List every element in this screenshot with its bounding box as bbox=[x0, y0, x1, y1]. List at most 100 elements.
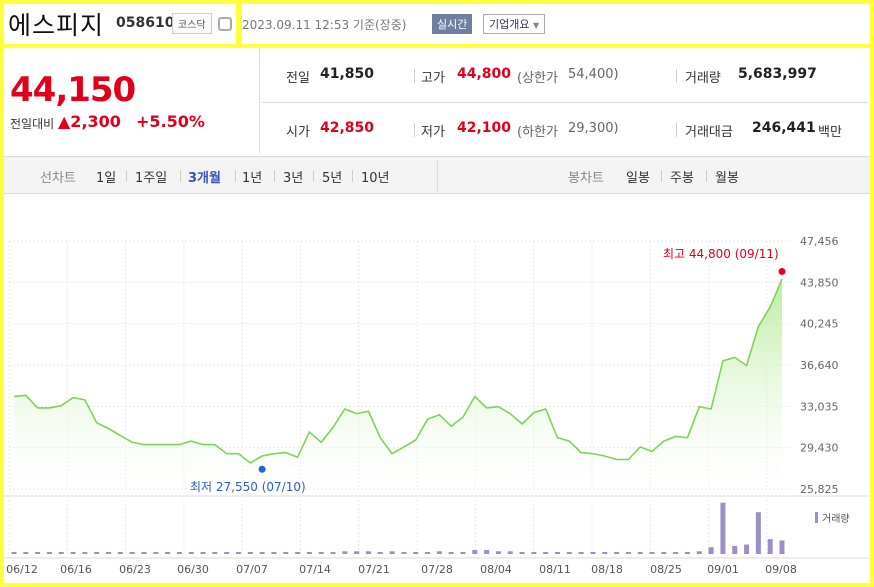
y-tick-label: 40,245 bbox=[800, 318, 839, 331]
x-tick-label: 07/07 bbox=[236, 563, 268, 576]
volume-bar bbox=[212, 552, 218, 554]
high-label: 고가 bbox=[421, 71, 445, 86]
volume-bar bbox=[436, 551, 442, 554]
low-marker bbox=[258, 465, 266, 473]
high-value: 44,800 bbox=[457, 66, 512, 82]
y-tick-label: 43,850 bbox=[800, 276, 839, 289]
divider bbox=[414, 123, 415, 137]
name-highlight-box bbox=[0, 0, 242, 48]
tab-daily[interactable]: 일봉 bbox=[626, 171, 650, 186]
volume-bar bbox=[744, 544, 750, 554]
amount-value: 246,441 bbox=[752, 120, 816, 136]
volume-bar bbox=[365, 551, 371, 554]
tab-5y[interactable]: 5년 bbox=[322, 171, 343, 186]
y-tick-label: 29,430 bbox=[800, 442, 839, 455]
lower-limit-label: (하한가 bbox=[517, 125, 558, 140]
tab-3m[interactable]: 3개월 bbox=[188, 171, 221, 186]
volume-bar bbox=[318, 552, 324, 554]
divider bbox=[313, 170, 314, 182]
stock-name: 에스피지 bbox=[8, 11, 105, 40]
volume-bar bbox=[578, 552, 584, 554]
divider bbox=[706, 170, 707, 182]
tab-weekly[interactable]: 주봉 bbox=[670, 171, 694, 186]
volume-bar bbox=[247, 552, 253, 554]
volume-legend: 거래량 bbox=[822, 513, 850, 525]
divider bbox=[414, 69, 415, 83]
price-line bbox=[13, 278, 783, 464]
stock-code: 058610 bbox=[116, 15, 175, 31]
x-tick-label: 06/16 bbox=[60, 563, 92, 576]
candle-chart-label: 봉차트 bbox=[568, 171, 604, 186]
volume-bar bbox=[129, 552, 135, 554]
high-marker bbox=[778, 267, 786, 275]
volume-bar bbox=[708, 547, 714, 554]
volume-bar bbox=[330, 552, 336, 554]
volume-bar bbox=[94, 552, 100, 554]
market-badge: 코스닥 bbox=[172, 13, 212, 34]
price-panel bbox=[8, 48, 260, 154]
volume-bar bbox=[235, 552, 241, 554]
volume-bar bbox=[602, 552, 608, 554]
divider bbox=[676, 69, 677, 83]
volume-bar bbox=[543, 552, 549, 554]
chevron-down-icon: ▼ bbox=[532, 21, 540, 30]
divider bbox=[676, 123, 677, 137]
company-info-label: 기업개요 bbox=[489, 18, 530, 31]
price-area bbox=[14, 278, 782, 489]
tab-3y[interactable]: 3년 bbox=[283, 171, 304, 186]
amount-label: 거래대금 bbox=[685, 125, 733, 140]
volume-label: 거래량 bbox=[685, 71, 721, 86]
lower-limit-value: 29,300) bbox=[568, 121, 619, 136]
x-tick-label: 06/23 bbox=[119, 563, 151, 576]
x-tick-label: 08/18 bbox=[591, 563, 623, 576]
volume-bar bbox=[649, 552, 655, 554]
x-tick-label: 08/04 bbox=[480, 563, 512, 576]
tab-1y[interactable]: 1년 bbox=[242, 171, 263, 186]
x-tick-label: 06/30 bbox=[177, 563, 209, 576]
volume-bar bbox=[35, 552, 41, 554]
volume-bar bbox=[58, 552, 64, 554]
volume-bar bbox=[472, 549, 478, 554]
volume-bar bbox=[23, 552, 29, 554]
x-tick-label: 08/11 bbox=[539, 563, 571, 576]
divider bbox=[661, 170, 662, 182]
divider bbox=[180, 170, 181, 182]
x-tick-label: 07/14 bbox=[299, 563, 331, 576]
volume-bar bbox=[696, 551, 702, 554]
volume-bar bbox=[767, 539, 773, 554]
company-info-dropdown[interactable]: 기업개요 ▼ bbox=[483, 14, 546, 34]
x-tick-label: 08/25 bbox=[650, 563, 682, 576]
upper-limit-value: 54,400) bbox=[568, 67, 619, 82]
tab-1d[interactable]: 1일 bbox=[96, 171, 117, 186]
volume-bar bbox=[117, 552, 123, 554]
volume-bar bbox=[389, 551, 395, 554]
volume-bar bbox=[283, 552, 289, 554]
volume-bar bbox=[507, 551, 513, 554]
volume-bar bbox=[425, 552, 431, 554]
volume-bar bbox=[625, 552, 631, 554]
volume-bar bbox=[590, 552, 596, 554]
volume-bar bbox=[200, 552, 206, 554]
y-tick-label: 36,640 bbox=[800, 359, 839, 372]
divider bbox=[262, 102, 868, 103]
tab-monthly[interactable]: 월봉 bbox=[715, 171, 739, 186]
divider bbox=[352, 170, 353, 182]
tab-10y[interactable]: 10년 bbox=[361, 171, 390, 186]
realtime-button[interactable]: 실시간 bbox=[432, 14, 473, 34]
divider bbox=[274, 170, 275, 182]
volume-bar bbox=[684, 552, 690, 554]
volume-bar bbox=[413, 552, 419, 554]
volume-bar bbox=[70, 552, 76, 554]
clock-icon[interactable] bbox=[218, 17, 232, 31]
x-tick-label: 06/12 bbox=[6, 563, 38, 576]
volume-bar bbox=[637, 552, 643, 554]
volume-value: 5,683,997 bbox=[738, 66, 817, 82]
volume-bar bbox=[141, 552, 147, 554]
volume-bar bbox=[495, 551, 501, 554]
tab-1w[interactable]: 1주일 bbox=[135, 171, 168, 186]
x-tick-label: 09/01 bbox=[707, 563, 739, 576]
prev-close-value: 41,850 bbox=[320, 66, 375, 82]
volume-bar bbox=[271, 552, 277, 554]
prev-close-label: 전일 bbox=[286, 71, 310, 86]
